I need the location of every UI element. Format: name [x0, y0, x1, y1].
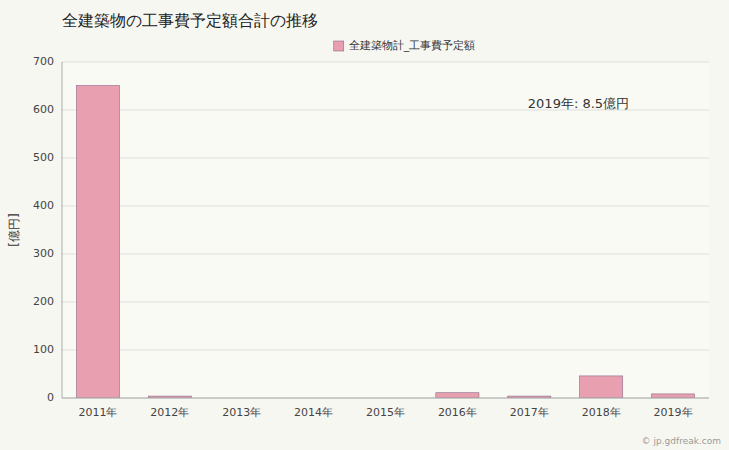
x-tick-label: 2016年	[438, 406, 477, 419]
y-tick-label: 600	[33, 103, 54, 116]
plot-background	[62, 62, 709, 398]
y-tick-label: 700	[33, 55, 54, 68]
bar	[580, 376, 623, 398]
title: 全建築物の工事費予定額合計の推移	[62, 11, 318, 30]
x-tick-label: 2011年	[78, 406, 117, 419]
y-axis-label: [億円]	[7, 213, 21, 246]
y-tick-label: 400	[33, 199, 54, 212]
legend: 全建築物計_工事費予定額	[334, 39, 476, 52]
background	[0, 0, 729, 450]
y-tick-label: 200	[33, 295, 54, 308]
legend-label: 全建築物計_工事費予定額	[349, 39, 476, 52]
bar	[76, 86, 119, 398]
x-tick-label: 2018年	[582, 406, 621, 419]
x-axis-line	[62, 398, 709, 399]
y-tick-label: 0	[47, 391, 54, 404]
y-tick-label: 300	[33, 247, 54, 260]
grid	[62, 62, 709, 398]
y-tick-label: 100	[33, 343, 54, 356]
grid-line	[62, 254, 709, 255]
grid-line	[62, 350, 709, 351]
grid-line	[62, 158, 709, 159]
grid-line	[62, 62, 709, 63]
y-tick-label: 500	[33, 151, 54, 164]
x-tick-label: 2014年	[294, 406, 333, 419]
x-tick-label: 2015年	[366, 406, 405, 419]
bar	[436, 393, 479, 398]
grid-line	[62, 302, 709, 303]
x-tick-label: 2012年	[150, 406, 189, 419]
bar	[651, 394, 694, 398]
y-axis-line	[62, 62, 63, 398]
chart-container: 0 100 200 300 400 500 600 700 2011年 2012年 2013年 201…	[0, 0, 729, 450]
watermark: © jp.gdfreak.com	[642, 436, 721, 446]
annotation: 2019年: 8.5億円	[528, 96, 629, 111]
bars	[76, 86, 694, 398]
grid-line	[62, 206, 709, 207]
legend-swatch	[334, 41, 344, 51]
chart-svg: 0 100 200 300 400 500 600 700 2011年 2012年 2013年 201…	[0, 0, 729, 450]
x-tick-label: 2013年	[222, 406, 261, 419]
x-tick-label: 2017年	[510, 406, 549, 419]
grid-line	[62, 398, 709, 399]
x-tick-label: 2019年	[654, 406, 693, 419]
